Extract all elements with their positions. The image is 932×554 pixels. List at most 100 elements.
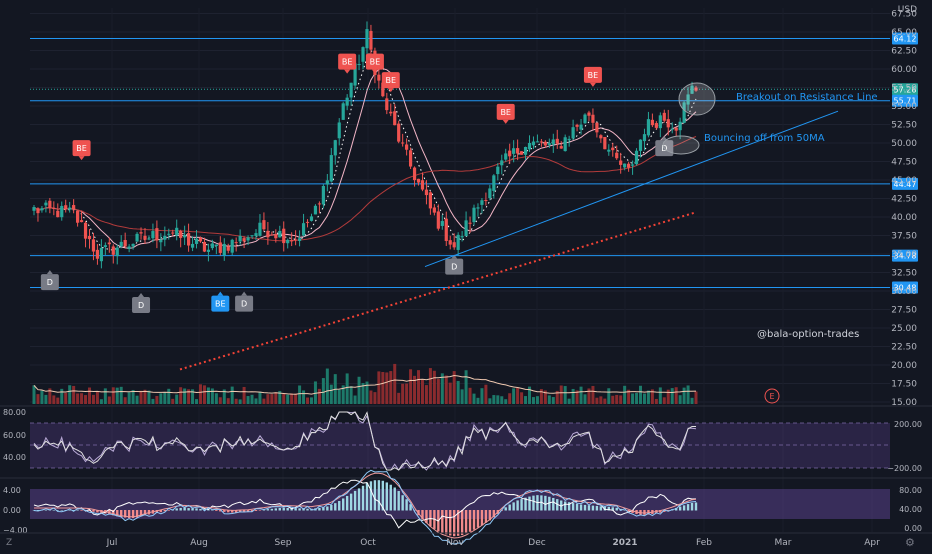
volume-bar: [68, 385, 72, 404]
candle-body: [274, 234, 278, 239]
volume-bar: [147, 390, 151, 404]
candle-body: [234, 242, 238, 244]
candle-body: [313, 205, 318, 215]
macd-hist-bar: [143, 510, 147, 516]
candle-body: [405, 144, 409, 150]
volume-bar: [690, 397, 694, 404]
macd-hist-bar: [425, 510, 428, 523]
bounce-ellipse: [662, 135, 700, 155]
volume-bar: [72, 385, 76, 404]
macd-hist-bar: [246, 510, 250, 513]
price-levels: 64.12 57.26 55.71 44.47 34.78 30.48: [30, 32, 918, 294]
y-tick-label: 27.50: [891, 306, 917, 316]
candle-body: [64, 205, 68, 210]
volume-bar: [670, 388, 674, 404]
macd-hist-bar: [607, 506, 610, 511]
candle-body: [500, 160, 504, 166]
y-tick-label: 55.00: [891, 102, 917, 112]
y-tick-label: 25.00: [891, 324, 917, 334]
macd-hist-bar: [623, 509, 626, 511]
marker-badge: [445, 258, 464, 275]
marker-pointer: [241, 291, 248, 296]
macd-hist-bar: [528, 496, 531, 511]
volume-bar: [238, 399, 242, 404]
volume-bar: [76, 393, 80, 404]
volume-bar: [587, 388, 591, 404]
volume-bar: [127, 392, 131, 404]
volume-bar: [309, 397, 313, 404]
price-level-label: 30.48: [894, 283, 917, 292]
macd-hist-bar: [345, 495, 349, 511]
volume-bar: [650, 389, 654, 404]
volume-bar: [504, 399, 508, 404]
candle-body: [365, 29, 369, 49]
candle-body: [183, 235, 187, 238]
candle-body: [460, 236, 464, 238]
candle-body: [254, 233, 258, 236]
candle-body: [377, 74, 381, 81]
candle-body: [48, 200, 52, 209]
macd-hist-bar: [175, 508, 178, 511]
candle-body: [206, 249, 211, 252]
volume-bar: [198, 384, 202, 404]
macd-hist-bar: [389, 484, 392, 511]
volume-bar: [559, 385, 563, 404]
macd-hist-bar: [512, 502, 515, 511]
macd-hist-bar: [32, 510, 36, 511]
candle-body: [222, 243, 226, 256]
volume-bar: [91, 394, 95, 404]
candle-body: [111, 246, 115, 255]
macd-hist-bar: [326, 506, 329, 511]
macd-hist-bar: [627, 510, 630, 512]
macd-hist-bar: [393, 487, 396, 511]
candle-body: [512, 148, 516, 154]
macd-right-tick: 40.00: [899, 505, 922, 514]
x-tick-label: Mar: [775, 538, 792, 548]
candle-body: [91, 239, 96, 252]
candle-body: [349, 82, 353, 98]
price-level-label: 57.26: [894, 85, 917, 94]
macd-hist-bar: [686, 504, 690, 511]
candle-body: [72, 205, 76, 210]
rsi-left-tick: 60.00: [3, 431, 26, 440]
volume-bar: [393, 363, 397, 404]
marker-label: BE: [215, 300, 226, 309]
macd-hist-bar: [480, 510, 484, 526]
candle-body: [210, 243, 214, 249]
macd-hist-bar: [44, 510, 48, 511]
x-tick-label: Oct: [360, 538, 376, 548]
marker-badge: [132, 297, 151, 314]
candle-body: [642, 134, 647, 142]
macd-hist-bar: [476, 510, 480, 528]
candle-body: [571, 127, 575, 139]
volume-bar: [155, 395, 159, 404]
volume-bar: [528, 386, 532, 404]
macd-hist-bar: [492, 510, 496, 518]
candle-body: [68, 207, 72, 210]
volume-bar: [543, 390, 547, 404]
macd-hist-bar: [127, 510, 131, 519]
y-tick-label: 42.50: [891, 195, 917, 205]
volume-bar: [531, 397, 535, 404]
volume-bar: [401, 383, 405, 404]
candle-body: [444, 218, 448, 241]
candle-body: [333, 140, 337, 156]
candle-body: [167, 233, 171, 235]
candle-body: [623, 163, 627, 168]
volume-bar: [294, 393, 298, 404]
macd-hist-bar: [544, 495, 547, 511]
candle-body: [329, 155, 333, 182]
volume-bar: [36, 394, 40, 404]
volume-bar: [623, 385, 627, 404]
macd-hist-bar: [334, 503, 337, 511]
volume-bar: [535, 396, 539, 404]
volume-bar: [432, 370, 436, 404]
volume-bar: [516, 387, 520, 404]
volume-bar: [555, 390, 559, 404]
marker-pointer: [217, 291, 224, 296]
candle-body: [567, 138, 571, 141]
macd-hist-bar: [215, 510, 218, 511]
marker-label: BE: [588, 71, 599, 80]
volume-bar: [302, 390, 306, 404]
